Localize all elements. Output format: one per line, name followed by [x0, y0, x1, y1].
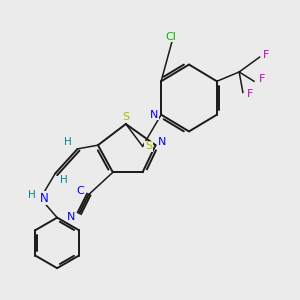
- Text: H: H: [64, 137, 72, 147]
- Text: F: F: [263, 50, 269, 60]
- Text: Cl: Cl: [165, 32, 176, 42]
- Text: N: N: [40, 192, 49, 205]
- Text: N: N: [150, 110, 159, 120]
- Text: S: S: [122, 112, 129, 122]
- Text: N: N: [67, 212, 75, 222]
- Text: C: C: [76, 186, 84, 196]
- Text: H: H: [60, 175, 67, 185]
- Text: F: F: [246, 89, 253, 99]
- Text: N: N: [158, 137, 166, 147]
- Text: H: H: [28, 190, 36, 200]
- Text: S: S: [145, 141, 152, 151]
- Text: F: F: [259, 74, 266, 84]
